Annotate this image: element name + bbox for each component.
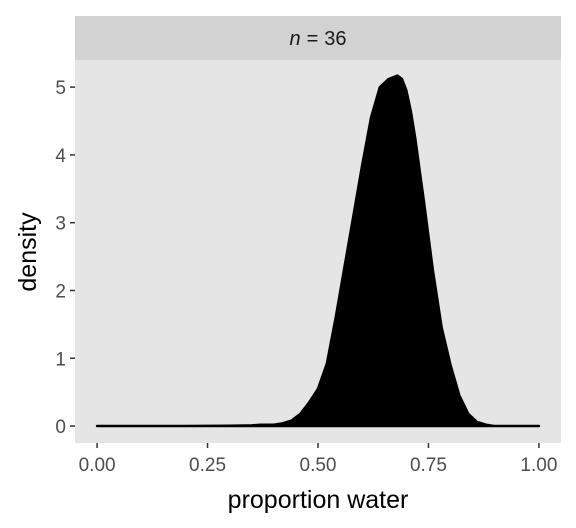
facet-strip-label: n = 36 <box>289 28 346 50</box>
x-tick-label: 0.75 <box>410 455 447 476</box>
y-tick-label: 0 <box>55 417 66 438</box>
y-tick-label: 2 <box>55 281 66 302</box>
facet-strip <box>75 16 561 60</box>
y-axis-title: density <box>14 212 42 292</box>
x-tick-label: 1.00 <box>520 455 557 476</box>
x-tick-label: 0.50 <box>300 455 337 476</box>
x-tick-label: 0.25 <box>189 455 226 476</box>
y-tick-label: 1 <box>55 349 66 370</box>
y-tick-label: 3 <box>55 214 66 235</box>
facet-value: 36 <box>324 28 346 50</box>
density-layer <box>95 74 541 428</box>
facet-symbol: n <box>289 28 300 50</box>
facet-operator: = <box>307 28 319 50</box>
x-axis-title: proportion water <box>228 486 409 514</box>
x-tick-label: 0.00 <box>79 455 116 476</box>
y-tick-label: 4 <box>55 146 66 167</box>
x-axis: 0.00 0.25 0.50 0.75 1.00 <box>79 443 557 476</box>
density-area-0 <box>95 74 541 428</box>
y-tick-label: 5 <box>55 78 66 99</box>
plot-panel <box>75 60 561 443</box>
y-axis: 0 1 2 3 4 5 <box>55 78 75 438</box>
